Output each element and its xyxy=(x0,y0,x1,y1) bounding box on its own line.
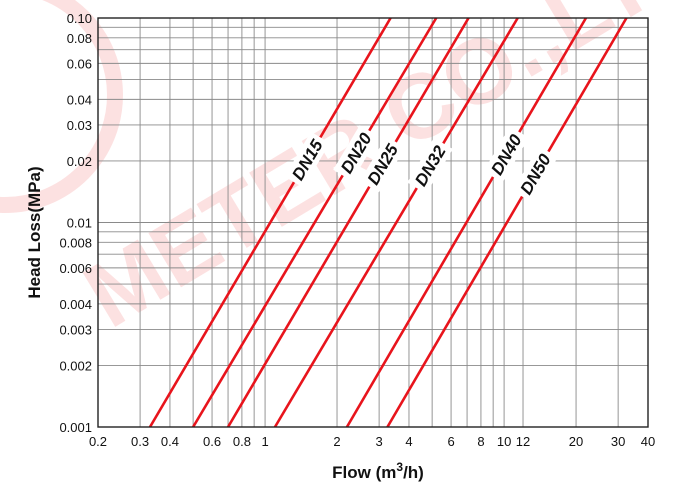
y-tick-label: 0.008 xyxy=(59,235,92,250)
x-tick-label: 6 xyxy=(447,434,454,449)
x-tick-label: 0.8 xyxy=(233,434,251,449)
series-line-dn50 xyxy=(386,17,628,428)
x-tick-label: 10 xyxy=(497,434,511,449)
x-axis-title-sup: 3 xyxy=(396,460,403,474)
x-tick-label: 12 xyxy=(516,434,530,449)
y-tick-labels: 0.001 0.002 0.003 0.004 0.006 0.008 0.01 0.02 0.… xyxy=(59,11,92,435)
x-tick-label: 30 xyxy=(611,434,625,449)
y-tick-label: 0.04 xyxy=(67,92,92,107)
series-line-dn40 xyxy=(345,17,588,428)
series-line-dn15 xyxy=(148,17,392,428)
series-label-bg xyxy=(359,136,406,193)
series-label-dn50: DN50 xyxy=(517,150,556,198)
x-tick-label: 8 xyxy=(477,434,484,449)
x-axis-title-base: Flow (m xyxy=(332,463,396,482)
series-label-bg xyxy=(407,137,453,194)
y-tick-label: 0.004 xyxy=(59,297,92,312)
plot-border xyxy=(97,17,649,428)
y-tick-label: 0.003 xyxy=(59,322,92,337)
y-tick-label: 0.08 xyxy=(67,31,92,46)
x-tick-label: 0.6 xyxy=(203,434,221,449)
x-tick-label: 2 xyxy=(333,434,340,449)
series-label-bg xyxy=(483,126,529,183)
series-label-bg xyxy=(512,146,558,203)
y-axis-title: Head Loss(MPa) xyxy=(25,166,44,298)
x-tick-label: 0.3 xyxy=(131,434,149,449)
series-line-dn25 xyxy=(226,17,470,428)
x-axis-title: Flow (m3/h) xyxy=(332,460,424,482)
series-line-dn20 xyxy=(191,17,438,428)
y-tick-label: 0.03 xyxy=(67,118,92,133)
plot-frame xyxy=(97,17,649,428)
y-tick-label: 0.06 xyxy=(67,56,92,71)
y-tick-label: 0.01 xyxy=(67,216,92,231)
series-label-bg xyxy=(333,125,379,182)
series-line-dn32 xyxy=(273,17,519,428)
x-tick-label: 20 xyxy=(569,434,583,449)
series-label-group-dn40: DN40 xyxy=(483,126,529,183)
grid xyxy=(97,17,649,428)
x-tick-label: 4 xyxy=(405,434,412,449)
y-tick-label: 0.10 xyxy=(67,11,92,26)
x-tick-label: 40 xyxy=(641,434,655,449)
axis-titles: Flow (m3/h)Head Loss(MPa) xyxy=(25,166,424,482)
x-tick-labels: 0.2 0.3 0.4 0.6 0.8 1 2 3 4 6 8 10 12 20 30 40 xyxy=(89,434,655,449)
y-tick-label: 0.006 xyxy=(59,261,92,276)
y-tick-label: 0.002 xyxy=(59,358,92,373)
x-tick-label: 0.2 xyxy=(89,434,107,449)
x-axis-title-tail: /h) xyxy=(403,463,424,482)
x-tick-label: 1 xyxy=(261,434,268,449)
series-label-group-dn50: DN50 xyxy=(512,146,558,203)
y-tick-label: 0.02 xyxy=(67,154,92,169)
x-tick-label: 3 xyxy=(375,434,382,449)
x-tick-label: 0.4 xyxy=(161,434,179,449)
watermark-seal xyxy=(0,0,123,213)
series-label-bg xyxy=(284,131,330,188)
y-tick-label: 0.001 xyxy=(59,420,92,435)
